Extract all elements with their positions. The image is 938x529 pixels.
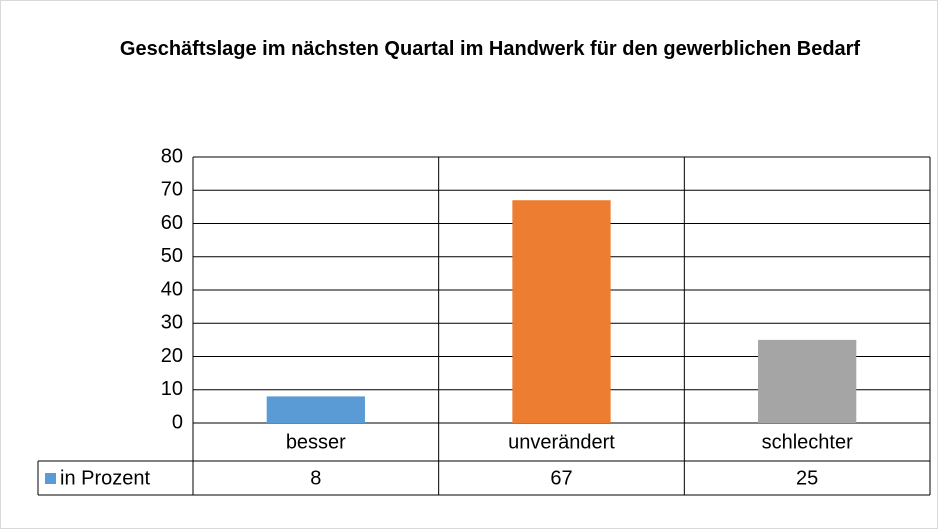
bar: [266, 396, 365, 423]
bar: [758, 339, 857, 423]
x-tick-label: besser: [286, 431, 346, 453]
y-tick-label: 70: [161, 179, 183, 201]
legend-key: [45, 473, 56, 484]
x-tick-label: schlechter: [762, 431, 853, 453]
chart-title: Geschäftslage im nächsten Quartal im Han…: [119, 38, 861, 60]
y-tick-label: 20: [161, 345, 183, 367]
y-tick-label: 60: [161, 212, 183, 234]
y-tick-label: 30: [161, 312, 183, 334]
table-value: 67: [550, 467, 572, 489]
table-value: 25: [796, 467, 818, 489]
bar: [512, 200, 611, 423]
y-tick-label: 10: [161, 378, 183, 400]
legend-label: in Prozent: [60, 467, 150, 489]
table-value: 8: [310, 467, 321, 489]
y-tick-label: 0: [172, 411, 183, 433]
y-tick-label: 40: [161, 278, 183, 300]
x-tick-label: unverändert: [508, 431, 615, 453]
y-tick-label: 50: [161, 245, 183, 267]
y-tick-label: 80: [161, 145, 183, 167]
